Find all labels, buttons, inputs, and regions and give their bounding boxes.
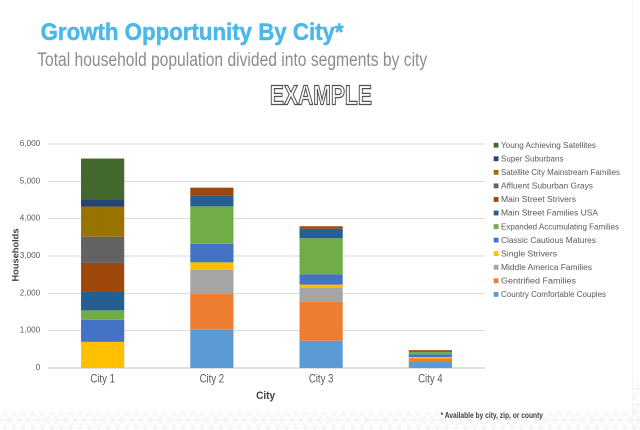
svg-text:Country Comfortable Couples: Country Comfortable Couples [501,290,606,299]
svg-text:Households: Households [11,229,21,282]
svg-text:* Available by city, zip, or c: * Available by city, zip, or county [441,411,544,420]
svg-text:1,000: 1,000 [20,326,41,335]
svg-text:5,000: 5,000 [20,176,41,185]
svg-text:Growth Opportunity By City*: Growth Opportunity By City* [41,19,345,46]
svg-text:City 1: City 1 [90,372,115,386]
svg-text:3,000: 3,000 [20,251,41,260]
svg-text:Middle America Families: Middle America Families [501,263,592,272]
svg-text:6,000: 6,000 [20,139,41,148]
svg-text:City 3: City 3 [309,372,334,386]
svg-text:0: 0 [36,363,41,372]
svg-text:Classic Cautious Matures: Classic Cautious Matures [501,236,596,245]
svg-text:Satellite City Mainstream Fami: Satellite City Mainstream Families [501,168,620,177]
svg-text:2,000: 2,000 [20,288,41,297]
svg-text:City 2: City 2 [200,372,225,386]
svg-text:Gentrified Families: Gentrified Families [501,277,576,286]
svg-text:4,000: 4,000 [20,214,41,223]
svg-text:City 4: City 4 [418,372,443,386]
svg-text:Single Strivers: Single Strivers [501,249,557,258]
svg-text:Expanded Accumulating Families: Expanded Accumulating Families [501,222,619,231]
svg-text:Main Street Strivers: Main Street Strivers [501,195,576,204]
svg-text:Main Street Families USA: Main Street Families USA [501,209,599,218]
svg-text:City: City [256,390,276,402]
svg-text:EXAMPLE: EXAMPLE [270,80,372,111]
svg-text:Total household population div: Total household population divided into … [37,50,427,71]
svg-text:Affluent Suburban Grays: Affluent Suburban Grays [501,182,593,191]
svg-text:Young Achieving Satellites: Young Achieving Satellites [501,141,596,150]
svg-text:Super Suburbans: Super Suburbans [501,154,564,163]
